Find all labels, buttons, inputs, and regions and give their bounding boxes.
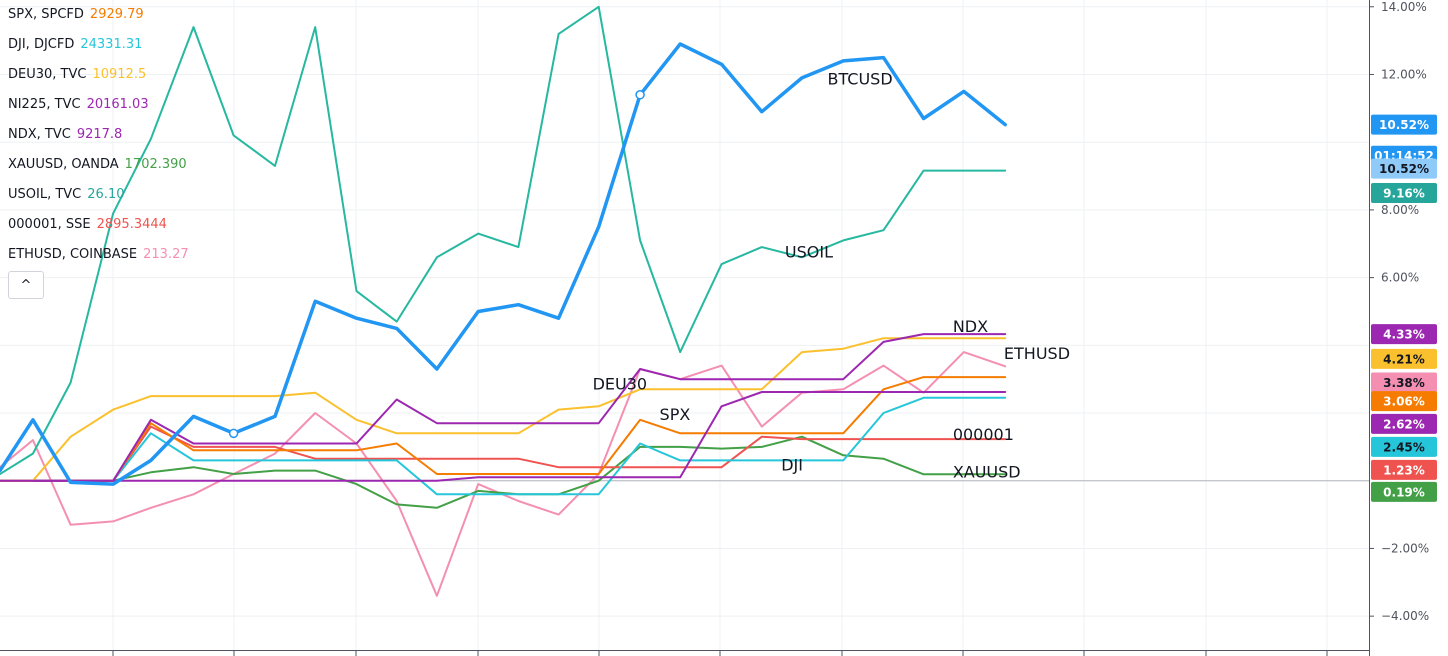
legend-value: 213.27 bbox=[143, 247, 189, 262]
legend-symbol: NI225, TVC bbox=[8, 97, 81, 112]
legend-symbol: 000001, SSE bbox=[8, 217, 91, 232]
price-label-text: 3.06% bbox=[1383, 395, 1425, 409]
series-label-ndx: NDX bbox=[953, 317, 988, 336]
series-label-sse: 000001 bbox=[953, 425, 1014, 444]
legend-symbol: NDX, TVC bbox=[8, 127, 71, 142]
legend-item-xauusd[interactable]: XAUUSD, OANDA 1702.390 bbox=[8, 154, 189, 184]
series-line-usoil bbox=[0, 5, 1007, 475]
price-label-badge bbox=[1371, 413, 1437, 434]
legend-value: 9217.8 bbox=[76, 127, 123, 142]
price-label-badge bbox=[1371, 348, 1437, 369]
price-label-text: 10.52% bbox=[1379, 162, 1429, 176]
price-axis-label: −4.00% bbox=[1381, 609, 1429, 623]
legend-item-dji[interactable]: DJI, DJCFD 24331.31 bbox=[8, 34, 189, 64]
price-label-text: 4.33% bbox=[1383, 328, 1425, 342]
series-marker-btc bbox=[635, 90, 645, 100]
series-label-xauusd: XAUUSD bbox=[953, 462, 1021, 481]
collapse-legend-button[interactable]: ^ bbox=[8, 271, 44, 299]
legend-item-000001[interactable]: 000001, SSE 2895.3444 bbox=[8, 214, 189, 244]
series-line-spx bbox=[0, 376, 1007, 482]
price-label-badge bbox=[1371, 436, 1437, 457]
series-label-usoil: USOIL bbox=[785, 242, 833, 261]
price-label-text: 10.52% bbox=[1379, 118, 1429, 132]
series-marker-btc bbox=[228, 428, 239, 439]
legend-value: 26.10 bbox=[87, 187, 125, 202]
legend-value: 24331.31 bbox=[80, 37, 143, 52]
series-line-ni225 bbox=[0, 391, 1007, 482]
series-label-spx: SPX bbox=[660, 405, 691, 424]
legend-value: 2929.79 bbox=[89, 7, 144, 22]
legend-symbol: SPX, SPCFD bbox=[8, 7, 84, 22]
price-label-badge bbox=[1371, 158, 1437, 179]
price-label-text: 1.23% bbox=[1383, 463, 1425, 477]
price-label-badge bbox=[1371, 391, 1437, 412]
price-axis-label: −2.00% bbox=[1381, 541, 1429, 555]
price-label-text: 4.21% bbox=[1383, 352, 1425, 366]
price-label-text: 0.19% bbox=[1383, 485, 1425, 499]
price-label-text: 2.62% bbox=[1383, 417, 1425, 431]
legend-value: 1702.390 bbox=[124, 157, 187, 172]
series-label-dji: DJI bbox=[781, 456, 803, 475]
series-label-btc: BTCUSD bbox=[827, 70, 892, 89]
price-axis-label: 6.00% bbox=[1381, 271, 1419, 285]
legend-symbol: DEU30, TVC bbox=[8, 67, 87, 82]
price-label-badge bbox=[1371, 114, 1437, 135]
series-line-deu30 bbox=[0, 337, 1007, 482]
price-label-badge bbox=[1371, 182, 1437, 203]
price-label-text: 3.38% bbox=[1383, 376, 1425, 390]
legend: SPX, SPCFD 2929.79 DJI, DJCFD 24331.31 DEU… bbox=[8, 4, 189, 274]
legend-item-spx[interactable]: SPX, SPCFD 2929.79 bbox=[8, 4, 189, 34]
legend-value: 2895.3444 bbox=[96, 217, 167, 232]
legend-symbol: DJI, DJCFD bbox=[8, 37, 75, 52]
legend-item-deu30[interactable]: DEU30, TVC 10912.5 bbox=[8, 64, 189, 94]
series-line-dji bbox=[0, 396, 1007, 496]
price-label-badge bbox=[1371, 481, 1437, 502]
series-line-ndx bbox=[0, 333, 1007, 482]
legend-value: 20161.03 bbox=[86, 97, 149, 112]
price-label-badge bbox=[1371, 372, 1437, 393]
price-label-badge bbox=[1371, 459, 1437, 480]
series-label-deu30: DEU30 bbox=[593, 374, 648, 393]
legend-symbol: ETHUSD, COINBASE bbox=[8, 247, 138, 262]
price-label-text: 2.45% bbox=[1383, 440, 1425, 454]
price-axis-label: 12.00% bbox=[1381, 67, 1427, 81]
series-line-sse bbox=[0, 425, 1007, 482]
series-label-ethusd: ETHUSD bbox=[1004, 344, 1070, 363]
price-label-badge bbox=[1371, 324, 1437, 345]
price-axis-label: 14.00% bbox=[1381, 0, 1427, 14]
legend-item-usoil[interactable]: USOIL, TVC 26.10 bbox=[8, 184, 189, 214]
legend-item-ndx[interactable]: NDX, TVC 9217.8 bbox=[8, 124, 189, 154]
legend-value: 10912.5 bbox=[92, 67, 147, 82]
legend-symbol: XAUUSD, OANDA bbox=[8, 157, 119, 172]
legend-item-ethusd[interactable]: ETHUSD, COINBASE 213.27 bbox=[8, 244, 189, 274]
legend-item-ni225[interactable]: NI225, TVC 20161.03 bbox=[8, 94, 189, 124]
series-line-btc bbox=[0, 42, 1007, 486]
price-label-text: 9.16% bbox=[1383, 186, 1425, 200]
price-axis-label: 8.00% bbox=[1381, 203, 1419, 217]
legend-symbol: USOIL, TVC bbox=[8, 187, 82, 202]
